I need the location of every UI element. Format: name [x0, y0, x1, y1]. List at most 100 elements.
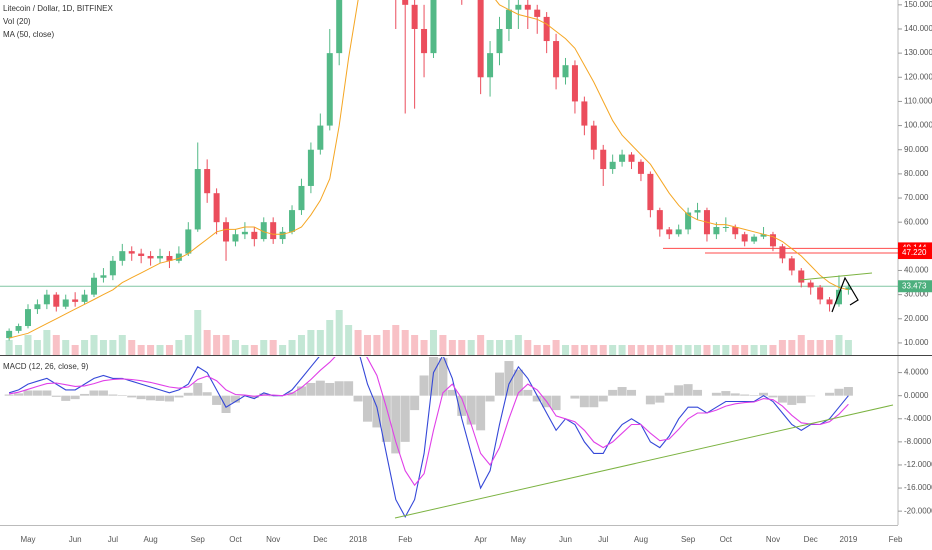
volume-bar: [722, 345, 730, 355]
histogram-bar: [504, 361, 514, 396]
candle-body: [213, 193, 220, 223]
histogram-bar: [598, 395, 608, 402]
histogram-bar: [98, 390, 108, 396]
trendline: [799, 272, 873, 281]
histogram-bar: [127, 395, 137, 398]
volume-bar: [618, 345, 626, 355]
volume-bar: [788, 340, 796, 355]
candle-body: [128, 251, 135, 254]
histogram-bar: [108, 394, 118, 396]
histogram-bar: [655, 395, 665, 403]
histogram-bar: [513, 369, 523, 396]
axes: 10.00020.00030.00040.00050.00060.00070.0…: [20, 0, 932, 544]
x-tick-label: Feb: [889, 535, 903, 544]
x-tick-label: Aug: [634, 535, 648, 544]
y-tick-label: 130.000: [904, 48, 932, 57]
x-tick-label: Sep: [191, 535, 206, 544]
volume-bar: [684, 345, 692, 355]
volume-bar: [694, 345, 702, 355]
volume-bar: [486, 340, 494, 355]
volume-bar: [33, 340, 41, 355]
volume-bar: [703, 345, 711, 355]
candle-body: [826, 299, 833, 305]
volume-bar: [165, 345, 173, 355]
x-tick-label: Jun: [69, 535, 82, 544]
volume-bar: [52, 335, 60, 355]
histogram-bar: [627, 389, 637, 396]
histogram-bar: [608, 389, 618, 396]
y-tick-label: 140.000: [904, 24, 932, 33]
x-tick-label: Nov: [766, 535, 780, 544]
histogram-bar: [683, 384, 693, 396]
y-tick-label: 40.000: [904, 266, 929, 275]
histogram-bar: [193, 382, 203, 396]
price-pane: [0, 0, 898, 355]
volume-bar: [628, 345, 636, 355]
volume-bar: [769, 345, 777, 355]
histogram-bar: [42, 390, 52, 396]
histogram-bar: [589, 395, 599, 408]
volume-bar: [156, 345, 164, 355]
candle-body: [600, 149, 607, 170]
candle-body: [845, 287, 852, 290]
candle-body: [543, 16, 550, 42]
volume-bar: [99, 340, 107, 355]
volume-bar: [552, 340, 560, 355]
volume-bar: [741, 345, 749, 355]
y-tick-label: 10.000: [904, 338, 929, 347]
candle-body: [138, 253, 145, 256]
volume-bar: [90, 335, 98, 355]
candle-body: [562, 65, 569, 78]
volume-bar: [71, 345, 79, 355]
histogram-bar: [155, 395, 165, 401]
candle-body: [637, 161, 644, 174]
volume-bar: [750, 345, 758, 355]
candle-body: [515, 4, 522, 10]
histogram-bar: [447, 389, 457, 396]
candle-body: [571, 65, 578, 102]
volume-bar: [184, 335, 192, 355]
volume-bar: [656, 345, 664, 355]
histogram-bar: [334, 381, 344, 396]
volume-bar: [816, 340, 824, 355]
volume-bar: [448, 340, 456, 355]
volume-bar: [609, 345, 617, 355]
chart-title: Litecoin / Dollar, 1D, BITFINEX: [3, 4, 113, 13]
candle-body: [72, 299, 79, 302]
histogram-bar: [674, 385, 684, 396]
histogram-bar: [759, 392, 769, 396]
candle-body: [109, 260, 116, 276]
candle-body: [835, 289, 842, 305]
x-tick-label: Jun: [559, 535, 572, 544]
volume-bar: [458, 340, 466, 355]
trendline: [394, 404, 894, 519]
candle-body: [317, 125, 324, 150]
candle-body: [581, 101, 588, 126]
histogram-bar: [495, 372, 504, 396]
candle-body: [769, 234, 776, 247]
volume-bar: [712, 345, 720, 355]
candle-body: [289, 210, 296, 232]
candle-body: [119, 251, 126, 261]
histogram-bar: [730, 393, 740, 396]
x-tick-label: Sep: [681, 535, 696, 544]
y-tick-label: 70.000: [904, 193, 929, 202]
candle-body: [336, 0, 343, 54]
candle-body: [298, 185, 305, 211]
histogram-bar: [645, 395, 655, 405]
histogram-bar: [372, 395, 382, 428]
x-tick-label: Aug: [143, 535, 157, 544]
histogram-bar: [617, 387, 627, 396]
volume-bar: [363, 335, 371, 355]
candle-body: [43, 294, 50, 305]
candle-body: [534, 9, 541, 17]
histogram-bar: [315, 380, 325, 396]
y-tick-label: 0.0000: [904, 391, 929, 400]
volume-bar: [81, 340, 89, 355]
y-tick-label: -20.0000: [904, 506, 932, 515]
price-level-box: [898, 280, 932, 293]
candle-body: [270, 222, 277, 240]
candle-body: [232, 234, 239, 242]
